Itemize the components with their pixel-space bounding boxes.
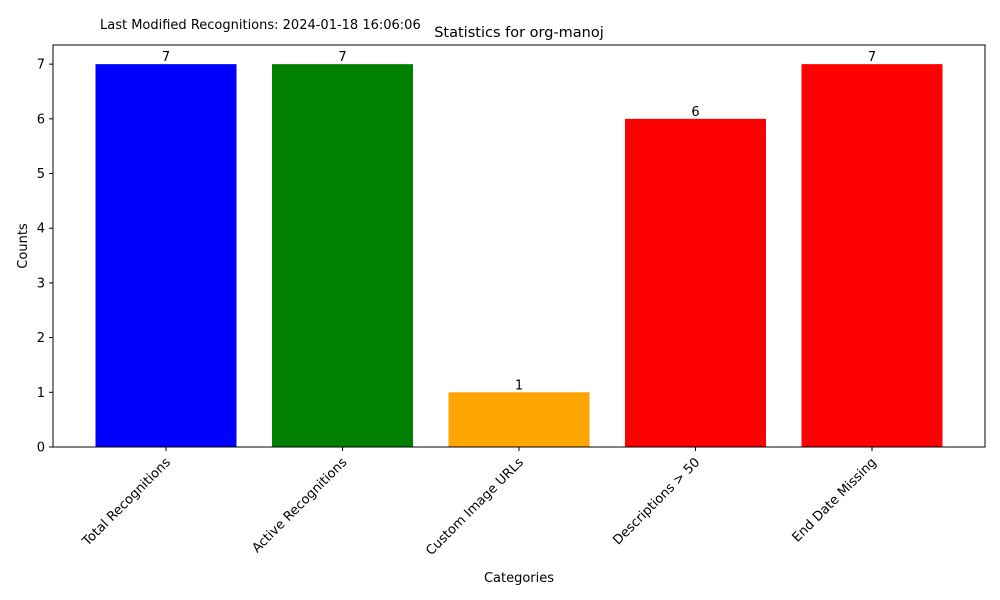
chart-title: Statistics for org-manoj (434, 25, 604, 41)
x-axis: Total Recognitions Active Recognitions Cus… (79, 447, 880, 559)
y-tick-label: 1 (37, 386, 45, 401)
bar (625, 118, 766, 447)
bars-layer (95, 64, 943, 448)
y-tick-label: 3 (37, 276, 45, 291)
y-axis-label: Counts (16, 223, 31, 269)
bar-value-label: 7 (338, 50, 346, 65)
bar-value-label: 7 (162, 50, 170, 65)
y-tick-label: 6 (37, 112, 45, 127)
y-tick-label: 7 (37, 58, 45, 73)
bar (448, 392, 590, 447)
x-tick-label: End Date Missing (790, 455, 880, 545)
x-tick-label: Active Recognitions (249, 455, 350, 556)
bar-value-label: 6 (691, 105, 699, 120)
x-tick-label: Custom Image URLs (423, 455, 527, 559)
x-tick-label: Descriptions > 50 (610, 455, 703, 548)
y-tick-label: 4 (37, 222, 45, 237)
bar-value-label: 7 (868, 50, 876, 65)
y-axis: 0 1 2 3 4 5 6 7 (37, 58, 53, 456)
value-labels-layer: 7 7 1 6 7 (162, 50, 876, 393)
bar (95, 64, 237, 448)
y-tick-label: 0 (37, 441, 45, 456)
bar (272, 64, 413, 448)
y-tick-label: 2 (37, 331, 45, 346)
bar-value-label: 1 (515, 378, 523, 393)
y-tick-label: 5 (37, 167, 45, 182)
x-tick-label: Total Recognitions (79, 455, 174, 550)
last-modified-annotation: Last Modified Recognitions: 2024-01-18 1… (100, 18, 421, 33)
bar (801, 64, 943, 448)
x-axis-label: Categories (484, 571, 554, 586)
